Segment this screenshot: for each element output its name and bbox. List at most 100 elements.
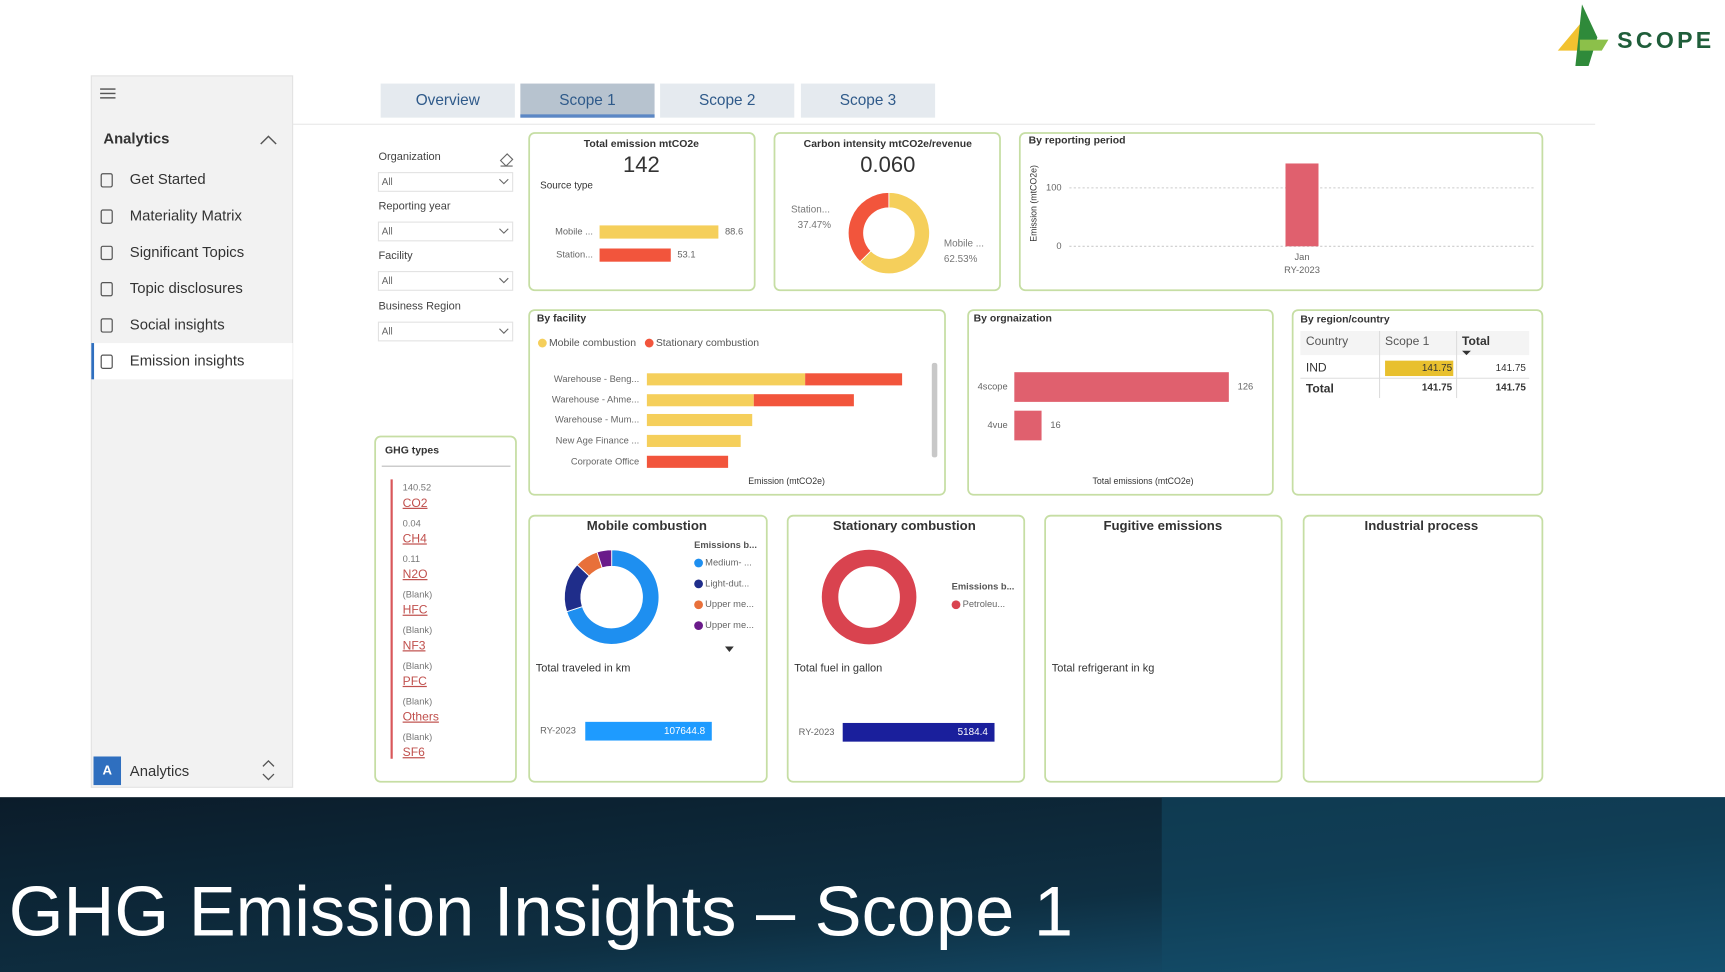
kpi-value: 0.060 — [860, 152, 915, 177]
legend-label[interactable]: Light-dut... — [705, 578, 749, 588]
ghg-value: (Blank) — [403, 732, 433, 742]
legend-swatch — [694, 600, 703, 610]
sort-icon[interactable] — [1462, 350, 1471, 356]
nav-item[interactable]: Emission insights — [130, 354, 245, 370]
chart-subtitle: Source type — [540, 180, 593, 191]
ghg-name[interactable]: CH4 — [403, 531, 427, 545]
chart-title: Carbon intensity mtCO2e/revenue — [804, 139, 972, 150]
value-label: 88.6 — [725, 226, 743, 236]
avatar-letter: A — [102, 762, 112, 777]
slice-category: Mobile ... — [944, 239, 984, 250]
filter-label: Business Region — [378, 301, 460, 313]
legend-swatch — [694, 579, 703, 589]
filter-value: All — [382, 276, 393, 287]
ghg-name[interactable]: N2O — [403, 567, 428, 581]
card-title: Industrial process — [1365, 518, 1479, 533]
legend-title: Emissions b... — [694, 540, 757, 550]
column-header[interactable]: Country — [1306, 334, 1349, 348]
tab[interactable] — [660, 83, 795, 118]
filter-dropdown[interactable] — [377, 172, 514, 192]
bar-segment — [805, 373, 903, 386]
card — [528, 132, 756, 292]
filter-dropdown[interactable] — [377, 321, 514, 342]
avatar — [93, 756, 122, 786]
card — [374, 435, 517, 783]
bar — [585, 721, 712, 741]
tab-label[interactable]: Scope 1 — [559, 92, 615, 109]
collapse-icon[interactable] — [260, 135, 277, 145]
tab-label[interactable]: Scope 3 — [840, 92, 896, 109]
filter-dropdown[interactable] — [377, 271, 514, 291]
legend-label[interactable]: Medium- ... — [705, 557, 752, 567]
chart-title: Stationary combustion — [833, 518, 976, 533]
nav-icon — [100, 354, 113, 369]
chart-title: Total fuel in gallon — [794, 662, 882, 674]
tab[interactable] — [380, 83, 515, 118]
nav-item[interactable]: Topic disclosures — [130, 281, 243, 297]
nav-item[interactable]: Get Started — [130, 172, 206, 188]
axis-label: Emission (mtCO2e) — [748, 476, 825, 486]
logo-shape — [1557, 24, 1585, 51]
legend-label[interactable]: Upper me... — [705, 620, 754, 630]
menu-icon[interactable] — [100, 88, 116, 99]
nav-section[interactable]: Analytics — [103, 132, 169, 148]
legend-label[interactable]: Petroleu... — [963, 599, 1006, 609]
nav-item[interactable]: Significant Topics — [130, 245, 244, 261]
filter-dropdown[interactable] — [377, 221, 514, 242]
nav-icon — [100, 173, 113, 188]
legend-title: Emissions b... — [952, 582, 1015, 592]
slice-category: Station... — [791, 205, 830, 216]
workspace-switch[interactable] — [262, 759, 275, 781]
bar — [842, 722, 995, 742]
clear-filters[interactable] — [499, 153, 514, 167]
nav-item[interactable]: Social insights — [130, 317, 225, 333]
ghg-name[interactable]: Others — [403, 710, 439, 724]
ghg-name[interactable]: CO2 — [403, 496, 428, 510]
legend-more[interactable] — [724, 646, 734, 653]
ghg-name[interactable]: PFC — [403, 674, 427, 688]
x-tick-label: Jan — [1294, 252, 1309, 262]
ghg-name[interactable]: SF6 — [403, 745, 425, 759]
ghg-value: 140.52 — [403, 483, 432, 493]
chart-title: By facility — [537, 314, 587, 325]
ghg-name[interactable]: HFC — [403, 603, 428, 617]
donut-slice — [859, 191, 930, 275]
category-label: Corporate Office — [571, 456, 639, 466]
column-header[interactable]: Scope 1 — [1385, 334, 1430, 348]
legend-swatch — [694, 621, 703, 631]
filter-label: Facility — [378, 250, 413, 262]
x-group-label: RY-2023 — [1284, 265, 1320, 275]
bar — [1285, 163, 1319, 247]
ghg-name[interactable]: NF3 — [403, 638, 426, 652]
nav-icon — [100, 209, 113, 224]
axis-label: Emission (mtCO2e) — [1028, 165, 1038, 242]
ghg-value: (Blank) — [403, 661, 433, 671]
value-label: 126 — [1238, 382, 1254, 392]
card — [967, 309, 1274, 496]
tab-label[interactable]: Scope 2 — [699, 92, 755, 109]
bar-segment — [646, 413, 753, 427]
category-label: RY-2023 — [540, 726, 576, 736]
filter-value: All — [382, 327, 393, 338]
bar — [599, 248, 671, 262]
bar-segment — [753, 394, 854, 407]
tab[interactable] — [800, 83, 936, 118]
bar-segment — [646, 373, 806, 386]
dropdown-arrow — [499, 328, 509, 334]
scrollbar[interactable] — [931, 362, 938, 458]
chart-title: By reporting period — [1029, 136, 1126, 147]
value-label: 107644.8 — [664, 726, 706, 737]
legend-label[interactable]: Upper me... — [705, 599, 754, 609]
tab-label[interactable]: Overview — [416, 92, 481, 109]
nav-item[interactable]: Materiality Matrix — [130, 209, 243, 225]
card — [528, 514, 768, 783]
workspace-name[interactable]: Analytics — [130, 764, 189, 780]
slice-label: 37.47% — [798, 220, 832, 231]
card-subtitle: Total refrigerant in kg — [1052, 662, 1155, 674]
tab[interactable] — [520, 83, 655, 118]
logo-shape — [1575, 4, 1598, 66]
card — [773, 132, 1001, 292]
table-total: 141.75 — [1496, 383, 1527, 394]
column-header[interactable]: Total — [1462, 334, 1490, 348]
